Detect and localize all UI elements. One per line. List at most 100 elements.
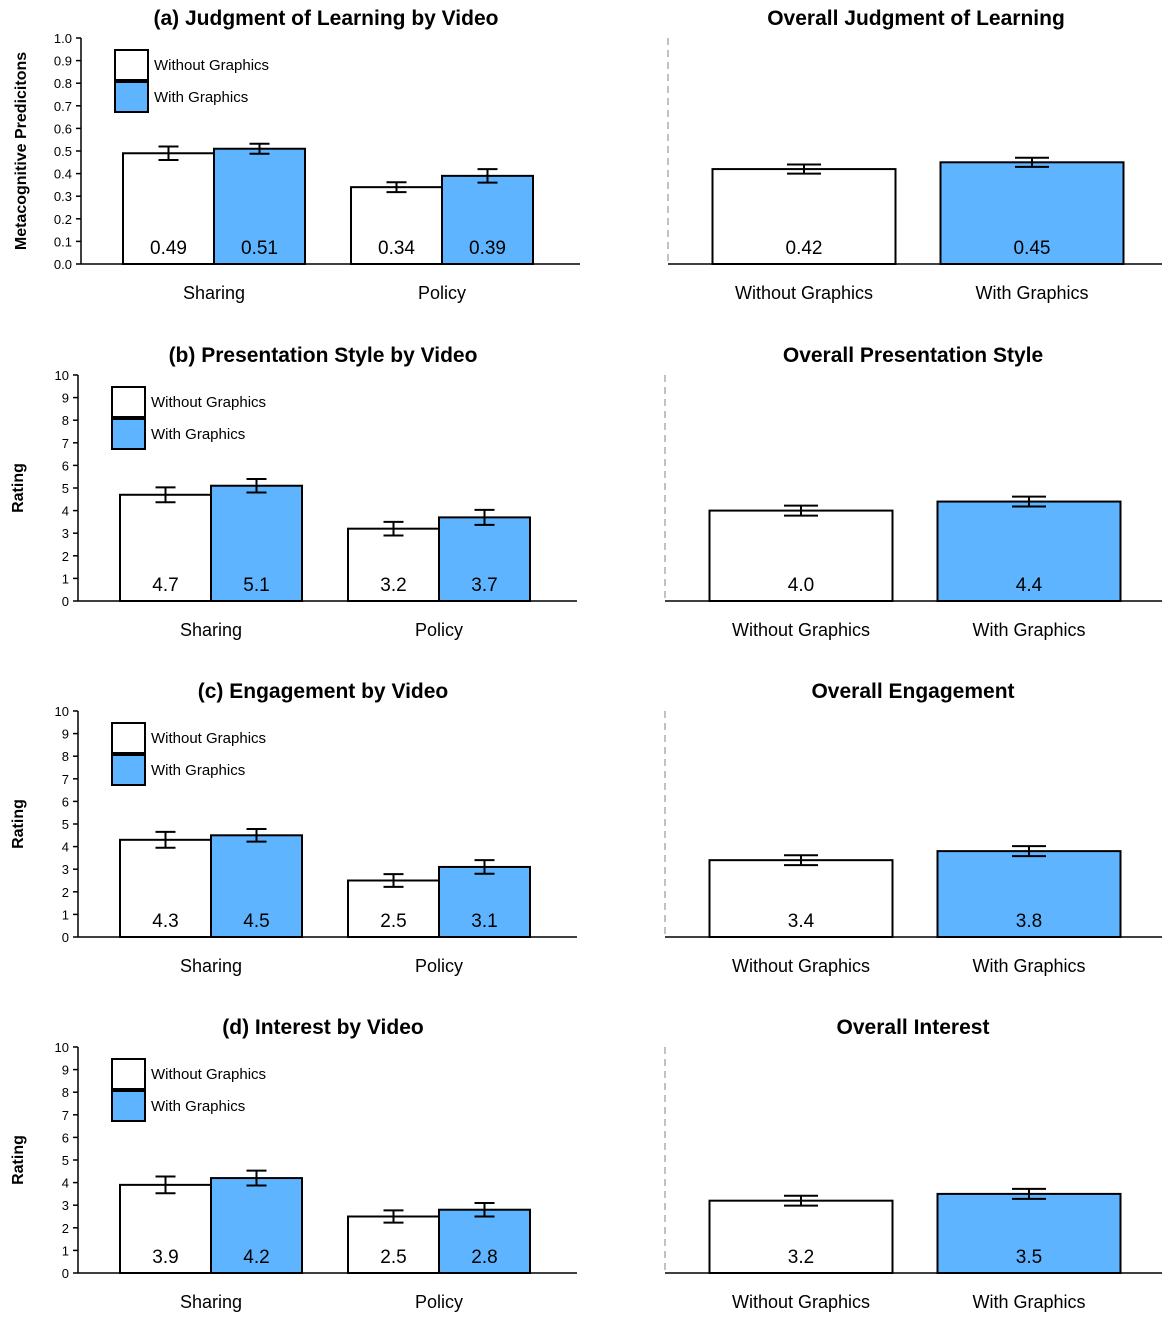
- y-tick-label: 2: [62, 1221, 69, 1236]
- legend-label: With Graphics: [151, 762, 245, 779]
- bar-without-graphics: [708, 509, 894, 603]
- y-tick-label: 8: [62, 749, 69, 764]
- bar-without-graphics: [347, 527, 440, 602]
- right-panel: Overall Engagement 3.4 Without Graphics 3.8…: [664, 680, 1162, 976]
- bar-value-label: 0.42: [786, 238, 823, 259]
- legend-swatch-with-graphics: [111, 754, 146, 786]
- bar-value-label: 4.5: [243, 911, 269, 932]
- legend-swatch-without-graphics: [111, 722, 146, 754]
- y-tick-label: 0.6: [54, 121, 72, 136]
- x-tick-label: Without Graphics: [732, 1292, 870, 1312]
- bar-with-graphics: [210, 484, 303, 602]
- bar-with-graphics: [210, 834, 303, 938]
- bar-value-label: 0.34: [378, 238, 415, 259]
- y-tick-label: 9: [62, 727, 69, 742]
- y-tick-label: 5: [62, 481, 69, 496]
- x-tick-label: With Graphics: [975, 283, 1088, 303]
- x-tick-label: Sharing: [180, 956, 242, 976]
- bar-with-graphics: [438, 516, 531, 603]
- bar-with-graphics: [936, 1192, 1122, 1275]
- y-tick-label: 6: [62, 1130, 69, 1145]
- right-panel: Overall Judgment of Learning 0.42 Without …: [667, 7, 1162, 303]
- chart-title: Overall Judgment of Learning: [767, 7, 1065, 30]
- legend-swatch-with-graphics: [114, 81, 149, 113]
- x-tick-label: With Graphics: [972, 956, 1085, 976]
- y-tick-label: 4: [62, 504, 69, 519]
- y-tick-label: 4: [62, 840, 69, 855]
- x-tick-label: Policy: [415, 956, 463, 976]
- chart-title: (b) Presentation Style by Video: [169, 344, 478, 367]
- y-tick-label: 3: [62, 1198, 69, 1213]
- y-tick-label: 8: [62, 413, 69, 428]
- y-tick-label: 3: [62, 862, 69, 877]
- y-tick-label: 10: [55, 1040, 69, 1055]
- legend-label: Without Graphics: [151, 730, 266, 747]
- x-tick-label: With Graphics: [972, 1292, 1085, 1312]
- bar-value-label: 3.7: [471, 575, 497, 596]
- chart-title: Overall Engagement: [811, 680, 1014, 703]
- y-tick-label: 2: [62, 549, 69, 564]
- chart-title: (d) Interest by Video: [222, 1016, 423, 1039]
- y-tick-label: 5: [62, 817, 69, 832]
- chart-title: Overall Interest: [837, 1016, 990, 1039]
- x-tick-label: Sharing: [180, 620, 242, 640]
- bar-with-graphics: [936, 500, 1122, 602]
- y-tick-label: 0.9: [54, 54, 72, 69]
- bar-with-graphics: [939, 161, 1125, 265]
- right-panel: Overall Interest 3.2 Without Graphics 3.5 Wi…: [664, 1016, 1162, 1312]
- bar-value-label: 3.8: [1016, 911, 1042, 932]
- x-tick-label: Without Graphics: [732, 620, 870, 640]
- bar-value-label: 2.5: [380, 1247, 406, 1268]
- x-tick-label: Sharing: [183, 283, 245, 303]
- bar-value-label: 4.7: [152, 575, 178, 596]
- bar-value-label: 4.3: [152, 911, 178, 932]
- bar-value-label: 5.1: [243, 575, 269, 596]
- y-tick-label: 1: [62, 571, 69, 586]
- bar-with-graphics: [210, 1177, 303, 1274]
- bar-value-label: 3.1: [471, 911, 497, 932]
- y-tick-label: 6: [62, 458, 69, 473]
- y-tick-label: 0.5: [54, 144, 72, 159]
- y-tick-label: 0: [62, 1266, 69, 1281]
- bar-without-graphics: [350, 186, 443, 265]
- y-tick-label: 0.1: [54, 234, 72, 249]
- y-tick-label: 0.7: [54, 99, 72, 114]
- legend-label: Without Graphics: [151, 1066, 266, 1083]
- x-tick-label: Without Graphics: [735, 283, 873, 303]
- legend-swatch-with-graphics: [111, 418, 146, 450]
- chart-title: (c) Engagement by Video: [198, 680, 449, 703]
- left-panel: (c) Engagement by Video Rating 0 1 2 3 4 5 6 7 8 9 1…: [10, 680, 577, 976]
- bar-value-label: 4.4: [1016, 575, 1043, 596]
- x-tick-label: Policy: [418, 283, 466, 303]
- bar-value-label: 0.39: [469, 238, 506, 259]
- legend-label: With Graphics: [151, 1098, 245, 1115]
- chart-title: Overall Presentation Style: [783, 344, 1043, 367]
- bar-with-graphics: [438, 865, 531, 938]
- bar-without-graphics: [119, 1183, 212, 1274]
- y-tick-label: 5: [62, 1153, 69, 1168]
- x-tick-label: Sharing: [180, 1292, 242, 1312]
- bar-without-graphics: [708, 1199, 894, 1275]
- left-panel: (b) Presentation Style by Video Rating 0 1 2…: [10, 344, 577, 640]
- y-tick-label: 0: [62, 930, 69, 945]
- y-axis-label: Rating: [10, 463, 27, 513]
- legend-swatch-without-graphics: [111, 1058, 146, 1090]
- chart-title: (a) Judgment of Learning by Video: [154, 7, 499, 30]
- right-panel: Overall Presentation Style 4.0 Without Gra…: [664, 344, 1162, 640]
- y-axis-label: Rating: [10, 1135, 27, 1185]
- legend-label: Without Graphics: [154, 57, 269, 74]
- bar-with-graphics: [213, 147, 306, 266]
- y-tick-label: 9: [62, 391, 69, 406]
- y-tick-label: 0.3: [54, 189, 72, 204]
- legend-label: With Graphics: [154, 89, 248, 106]
- y-tick-label: 0.8: [54, 76, 72, 91]
- legend-swatch-without-graphics: [114, 49, 149, 81]
- y-tick-label: 1: [62, 907, 69, 922]
- bar-value-label: 3.5: [1016, 1247, 1042, 1268]
- x-tick-label: With Graphics: [972, 620, 1085, 640]
- bar-value-label: 2.5: [380, 911, 406, 932]
- bar-without-graphics: [708, 859, 894, 938]
- x-tick-label: Without Graphics: [732, 956, 870, 976]
- y-tick-label: 0.0: [54, 257, 72, 272]
